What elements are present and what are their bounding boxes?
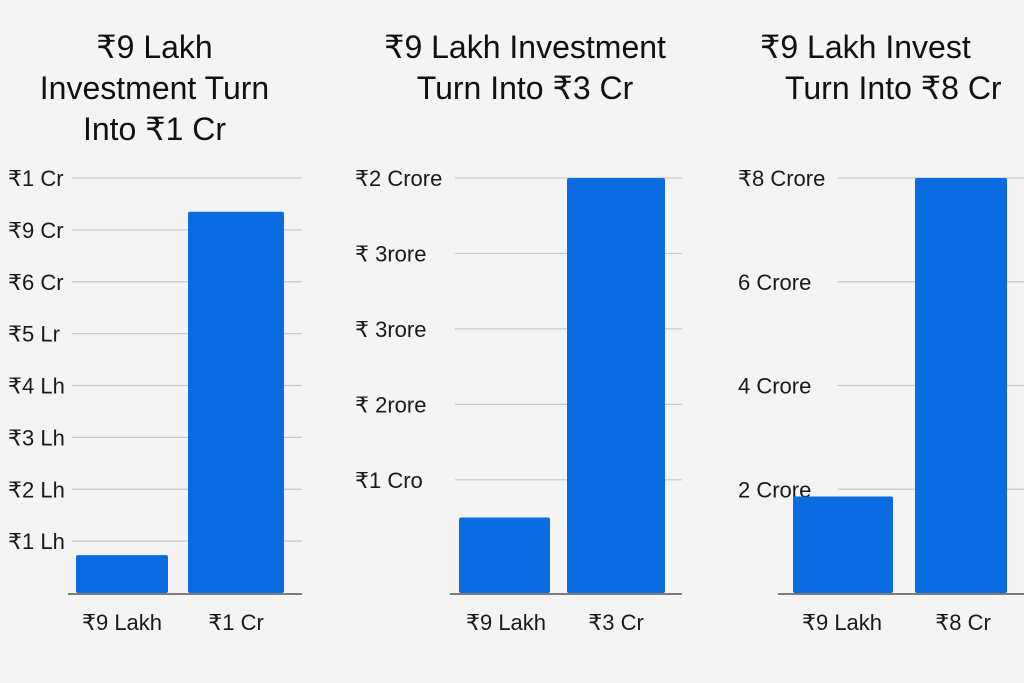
y-tick-label: ₹1 Cr [8,166,64,191]
chart-2-title-line: ₹9 Lakh Investment [384,29,666,65]
bar [793,496,893,593]
x-category-label: ₹9 Lakh [802,610,882,635]
x-category-label: ₹8 Cr [935,610,991,635]
chart-1-title: ₹9 Lakh Investment Turn Into ₹1 Cr [12,27,297,150]
y-tick-label: ₹ 3rore [355,317,426,342]
chart-2: ₹2 Crore ₹ 3rore ₹ 3rore ₹ 2rore ₹1 Cro ₹9 La… [355,166,682,635]
y-tick-label: ₹2 Lh [8,477,65,502]
y-tick-label: 4 Crore [738,374,811,399]
bar [459,517,550,593]
y-tick-label: ₹8 Crore [738,166,825,191]
y-tick-label: ₹5 Lr [8,322,60,347]
y-tick-label: ₹3 Lh [8,425,65,450]
x-category-label: ₹9 Lakh [82,610,162,635]
x-category-label: ₹1 Cr [208,610,264,635]
x-category-label: ₹3 Cr [588,610,644,635]
bar [188,211,284,593]
chart-1-title-line: Investment Turn [39,70,270,106]
chart-2-title-line: Turn Into ₹3 Cr [416,70,634,106]
y-tick-label: 6 Crore [738,270,811,295]
bar [76,555,168,593]
y-tick-label: ₹1 Cro [355,468,423,493]
chart-1-title-line: ₹9 Lakh [96,29,213,65]
bar [915,178,1007,593]
chart-1: ₹1 Cr ₹9 Cr ₹6 Cr ₹5 Lr ₹4 Lh ₹3 Lh ₹2 Lh ₹1 Lh… [8,166,302,635]
y-tick-label: ₹2 Crore [355,166,442,191]
x-category-label: ₹9 Lakh [466,610,546,635]
chart-3-title-line: Turn Into ₹8 Cr [785,70,1002,106]
y-tick-label: ₹ 3rore [355,241,426,266]
y-tick-label: ₹6 Cr [8,270,64,295]
y-tick-label: ₹1 Lh [8,529,65,554]
y-tick-label: ₹ 2rore [355,392,426,417]
chart-3-title-line: ₹9 Lakh Invest [760,29,971,65]
chart-3-title: ₹9 Lakh Invest Turn Into ₹8 Cr [740,27,1024,109]
chart-2-title: ₹9 Lakh Investment Turn Into ₹3 Cr [340,27,710,109]
y-tick-label: ₹9 Cr [8,218,64,243]
y-tick-label: ₹4 Lh [8,374,65,399]
chart-1-title-line: Into ₹1 Cr [82,111,227,147]
bar [567,178,665,593]
